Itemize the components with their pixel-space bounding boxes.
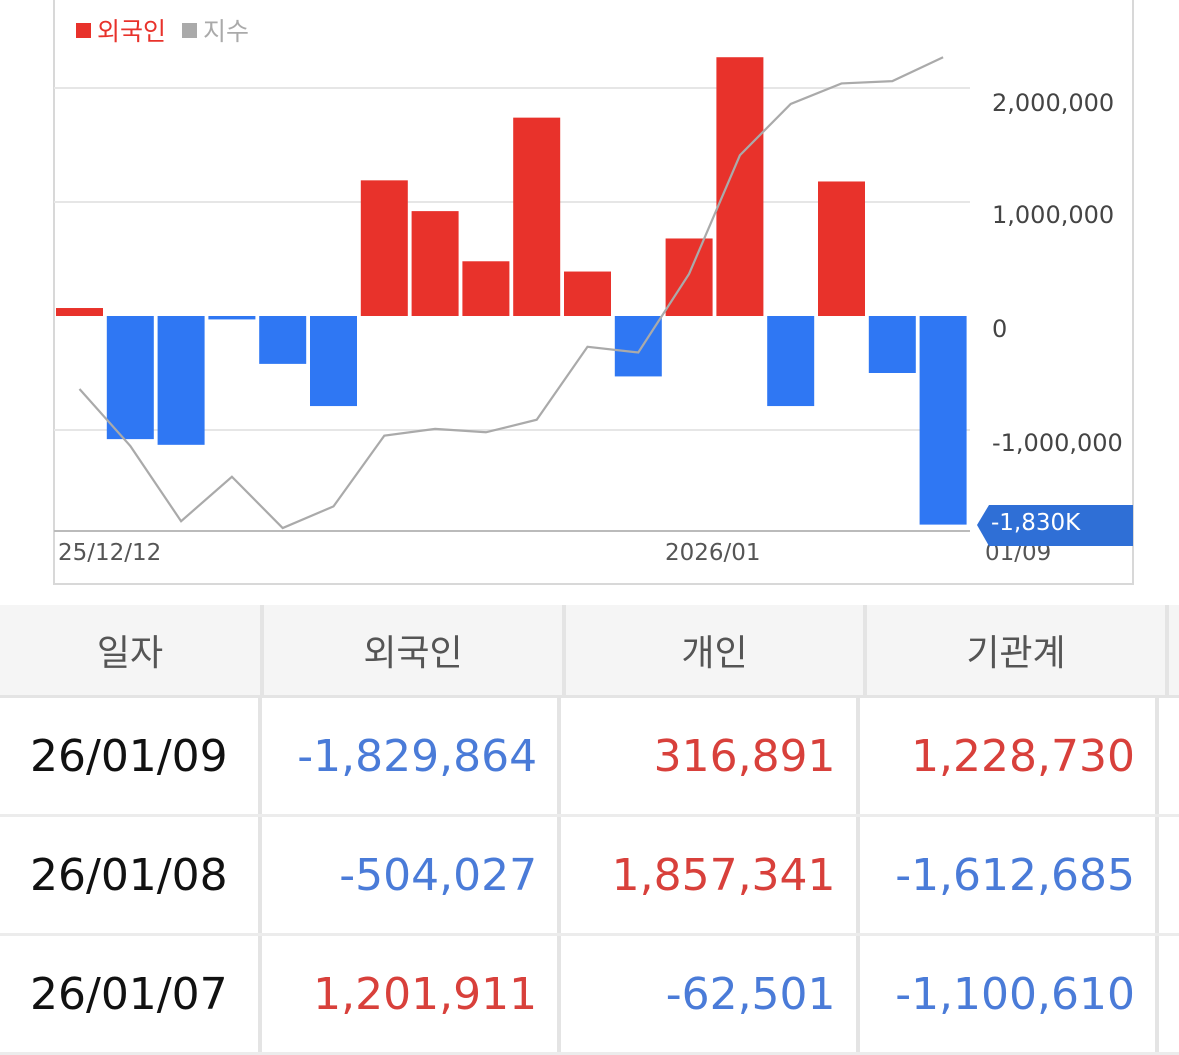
table-row[interactable]: 26/01/07 1,201,911 -62,501 -1,100,610	[0, 936, 1179, 1055]
plot-frame	[53, 0, 1134, 585]
legend-foreign[interactable]: 외국인	[76, 12, 166, 48]
row-institution: 1,228,730	[860, 698, 1159, 814]
table-header-row: 일자 외국인 개인 기관계	[0, 605, 1179, 698]
row-date: 26/01/08	[0, 817, 262, 933]
foreign-bar[interactable]	[868, 316, 916, 373]
row-date: 26/01/07	[0, 936, 262, 1052]
foreign-bar[interactable]	[614, 316, 662, 377]
row-individual: -62,501	[561, 936, 860, 1052]
foreign-bar[interactable]	[716, 57, 764, 316]
last-value-label: -1,830K	[991, 510, 1081, 536]
foreign-bar[interactable]	[411, 211, 459, 316]
chart-legend: 외국인 지수	[76, 12, 249, 48]
chart-plot	[53, 0, 1134, 585]
foreign-bar[interactable]	[208, 316, 256, 320]
legend-index-swatch	[182, 22, 198, 38]
row-individual: 316,891	[561, 698, 860, 814]
foreign-bar[interactable]	[157, 316, 205, 445]
x-tick-label: 25/12/12	[58, 540, 162, 566]
legend-foreign-swatch	[76, 22, 91, 38]
last-value-badge: -1,830K	[977, 505, 1133, 546]
foreign-bar[interactable]	[919, 316, 967, 525]
investor-chart: 외국인 지수 2,000,000 1,000,000 0 -1,000,000 …	[53, 0, 1134, 585]
row-date: 26/01/09	[0, 698, 262, 814]
header-institution[interactable]: 기관계	[867, 605, 1169, 695]
foreign-bar[interactable]	[310, 316, 357, 407]
row-institution: -1,100,610	[860, 936, 1159, 1052]
y-tick-label: 2,000,000	[992, 89, 1115, 117]
row-foreign: -1,829,864	[262, 698, 562, 814]
legend-index-label: 지수	[203, 17, 250, 46]
row-institution: -1,612,685	[860, 817, 1159, 933]
foreign-bar[interactable]	[818, 181, 865, 316]
table-row[interactable]: 26/01/09 -1,829,864 316,891 1,228,730	[0, 698, 1179, 817]
y-tick-label: 1,000,000	[992, 201, 1115, 229]
header-individual[interactable]: 개인	[566, 605, 867, 695]
y-tick-label: -1,000,000	[992, 429, 1123, 457]
foreign-bar[interactable]	[767, 316, 815, 407]
legend-foreign-label: 외국인	[97, 17, 167, 46]
row-foreign: 1,201,911	[262, 936, 562, 1052]
row-foreign: -504,027	[262, 817, 562, 933]
index-line	[78, 56, 944, 530]
table-row[interactable]: 26/01/08 -504,027 1,857,341 -1,612,685	[0, 817, 1179, 936]
foreign-bar[interactable]	[665, 238, 713, 316]
y-tick-label: 0	[992, 315, 1008, 343]
header-foreign[interactable]: 외국인	[264, 605, 566, 695]
foreign-bar[interactable]	[564, 271, 611, 316]
foreign-bar[interactable]	[462, 261, 510, 316]
foreign-bar[interactable]	[513, 117, 561, 316]
foreign-bar[interactable]	[56, 308, 103, 316]
foreign-bar[interactable]	[360, 180, 408, 316]
x-tick-label: 2026/01	[665, 540, 761, 566]
legend-index[interactable]: 지수	[182, 12, 249, 48]
row-individual: 1,857,341	[561, 817, 860, 933]
foreign-bar[interactable]	[259, 316, 307, 364]
header-date[interactable]: 일자	[0, 605, 264, 695]
foreign-bar[interactable]	[106, 316, 154, 440]
